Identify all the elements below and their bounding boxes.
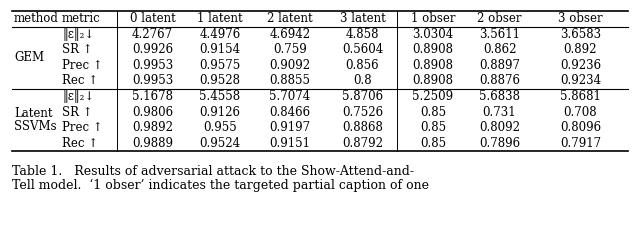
- Text: 0.9236: 0.9236: [560, 59, 601, 72]
- Text: 5.2509: 5.2509: [412, 90, 454, 103]
- Text: metric: metric: [62, 12, 100, 25]
- Text: 0.9126: 0.9126: [200, 106, 241, 119]
- Text: 3.5611: 3.5611: [479, 28, 520, 41]
- Text: 0.8908: 0.8908: [413, 43, 454, 56]
- Text: 0.9575: 0.9575: [200, 59, 241, 72]
- Text: SR ↑: SR ↑: [62, 43, 93, 56]
- Text: 0.8855: 0.8855: [269, 74, 310, 87]
- Text: Prec ↑: Prec ↑: [62, 121, 103, 134]
- Text: 0.731: 0.731: [483, 106, 516, 119]
- Text: 0.8876: 0.8876: [479, 74, 520, 87]
- Text: 0.9154: 0.9154: [200, 43, 241, 56]
- Text: 5.1678: 5.1678: [132, 90, 173, 103]
- Text: 5.7074: 5.7074: [269, 90, 310, 103]
- Text: 3.6583: 3.6583: [560, 28, 601, 41]
- Text: 0.9092: 0.9092: [269, 59, 310, 72]
- Text: Prec ↑: Prec ↑: [62, 59, 103, 72]
- Text: 0.9528: 0.9528: [200, 74, 241, 87]
- Text: Tell model.  ‘1 obser’ indicates the targeted partial caption of one: Tell model. ‘1 obser’ indicates the targ…: [12, 179, 429, 192]
- Text: 0.955: 0.955: [203, 121, 237, 134]
- Text: 0.8908: 0.8908: [413, 74, 454, 87]
- Text: 0.892: 0.892: [564, 43, 597, 56]
- Text: 0.8: 0.8: [353, 74, 372, 87]
- Text: 4.4976: 4.4976: [200, 28, 241, 41]
- Text: 0.9953: 0.9953: [132, 59, 173, 72]
- Text: Rec ↑: Rec ↑: [62, 137, 98, 150]
- Text: 4.6942: 4.6942: [269, 28, 310, 41]
- Text: Rec ↑: Rec ↑: [62, 74, 98, 87]
- Text: 0.85: 0.85: [420, 106, 446, 119]
- Text: Table 1.   Results of adversarial attack to the Show-Attend-and-: Table 1. Results of adversarial attack t…: [12, 165, 414, 178]
- Text: method: method: [14, 12, 59, 25]
- Text: 3 latent: 3 latent: [340, 12, 385, 25]
- Text: 0.9953: 0.9953: [132, 74, 173, 87]
- Text: SR ↑: SR ↑: [62, 106, 93, 119]
- Text: 0.856: 0.856: [346, 59, 380, 72]
- Text: 5.6838: 5.6838: [479, 90, 520, 103]
- Text: 0.8092: 0.8092: [479, 121, 520, 134]
- Text: 2 obser: 2 obser: [477, 12, 522, 25]
- Text: 0.5604: 0.5604: [342, 43, 383, 56]
- Text: 0.8897: 0.8897: [479, 59, 520, 72]
- Text: 3 obser: 3 obser: [558, 12, 603, 25]
- Text: 0.7917: 0.7917: [560, 137, 601, 150]
- Text: 0.9524: 0.9524: [200, 137, 241, 150]
- Text: 0.7526: 0.7526: [342, 106, 383, 119]
- Text: 5.4558: 5.4558: [200, 90, 241, 103]
- Text: 0.9889: 0.9889: [132, 137, 173, 150]
- Text: ‖ε‖₂↓: ‖ε‖₂↓: [62, 28, 94, 41]
- Text: 0.708: 0.708: [564, 106, 597, 119]
- Text: 0.9892: 0.9892: [132, 121, 173, 134]
- Text: 5.8681: 5.8681: [560, 90, 601, 103]
- Text: 0 latent: 0 latent: [130, 12, 175, 25]
- Text: 2 latent: 2 latent: [267, 12, 313, 25]
- Text: 5.8706: 5.8706: [342, 90, 383, 103]
- Text: 0.9806: 0.9806: [132, 106, 173, 119]
- Text: 0.85: 0.85: [420, 121, 446, 134]
- Text: 0.9151: 0.9151: [269, 137, 310, 150]
- Text: 0.8908: 0.8908: [413, 59, 454, 72]
- Text: 0.8868: 0.8868: [342, 121, 383, 134]
- Text: 0.7896: 0.7896: [479, 137, 520, 150]
- Text: 0.8096: 0.8096: [560, 121, 601, 134]
- Text: 1 latent: 1 latent: [197, 12, 243, 25]
- Text: SSVMs: SSVMs: [14, 120, 56, 133]
- Text: 3.0304: 3.0304: [412, 28, 454, 41]
- Text: GEM: GEM: [14, 51, 44, 64]
- Text: 0.759: 0.759: [273, 43, 307, 56]
- Text: 0.8466: 0.8466: [269, 106, 310, 119]
- Text: 0.9197: 0.9197: [269, 121, 310, 134]
- Text: ‖ε‖₂↓: ‖ε‖₂↓: [62, 90, 94, 103]
- Text: 1 obser: 1 obser: [411, 12, 455, 25]
- Text: 0.862: 0.862: [483, 43, 516, 56]
- Text: 4.858: 4.858: [346, 28, 380, 41]
- Text: Latent: Latent: [14, 107, 52, 120]
- Text: 0.9234: 0.9234: [560, 74, 601, 87]
- Text: 0.8792: 0.8792: [342, 137, 383, 150]
- Text: 4.2767: 4.2767: [132, 28, 173, 41]
- Text: 0.85: 0.85: [420, 137, 446, 150]
- Text: 0.9926: 0.9926: [132, 43, 173, 56]
